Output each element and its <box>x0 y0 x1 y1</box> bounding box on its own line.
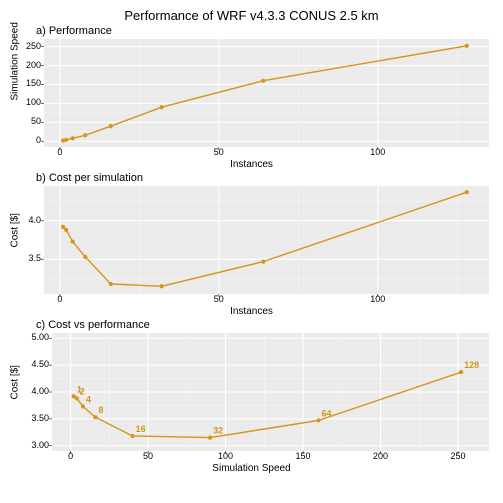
xtick-label: 100 <box>370 147 385 157</box>
panel-c-yticks: 3.00 3.50 4.00 4.50 5.00 <box>22 333 52 451</box>
figure-main-title: Performance of WRF v4.3.3 CONUS 2.5 km <box>8 8 495 23</box>
xtick-label: 250 <box>450 451 465 461</box>
panel-a: a) Performance Simulation Speed 0 50 100 15… <box>8 25 495 170</box>
panel-a-yticks: 0 50 100 150 200 250 <box>22 39 44 147</box>
panel-c: c) Cost vs performance Cost [$] 3.00 3.50… <box>8 319 495 474</box>
ytick-label: 150 <box>26 78 41 88</box>
panel-c-xlabel: Simulation Speed <box>8 463 495 474</box>
panel-a-title: a) Performance <box>36 25 495 37</box>
panel-c-svg: 1248163264128 <box>52 333 489 451</box>
panel-b: b) Cost per simulation Cost [$] 3.5 4.0 0… <box>8 172 495 317</box>
panel-a-xticks: 0 50 100 <box>44 147 489 159</box>
svg-text:64: 64 <box>322 408 332 418</box>
svg-text:4: 4 <box>86 394 91 404</box>
ytick-label: 3.00 <box>31 440 49 450</box>
xtick-label: 0 <box>57 294 62 304</box>
panel-b-yticks: 3.5 4.0 <box>22 186 44 294</box>
svg-text:32: 32 <box>213 426 223 436</box>
figure-container: Performance of WRF v4.3.3 CONUS 2.5 km a… <box>0 0 503 480</box>
ytick-label: 3.50 <box>31 413 49 423</box>
panel-b-xlabel: Instances <box>8 306 495 317</box>
panel-c-ylabel: Cost [$] <box>10 385 21 399</box>
xtick-label: 0 <box>68 451 73 461</box>
svg-text:16: 16 <box>136 424 146 434</box>
ytick-label: 250 <box>26 41 41 51</box>
ytick-label: 5.00 <box>31 332 49 342</box>
xtick-label: 50 <box>214 294 224 304</box>
panel-c-xticks: 0 50 100 150 200 250 <box>52 451 489 463</box>
panel-c-plot-area: 1248163264128 <box>52 333 495 451</box>
svg-text:128: 128 <box>464 360 479 370</box>
ytick-label: 100 <box>26 97 41 107</box>
xtick-label: 100 <box>370 294 385 304</box>
panel-a-svg <box>44 39 489 147</box>
ytick-label: 4.0 <box>28 215 41 225</box>
ytick-label: 200 <box>26 60 41 70</box>
ytick-label: 50 <box>31 116 41 126</box>
xtick-label: 50 <box>143 451 153 461</box>
xtick-label: 150 <box>296 451 311 461</box>
ytick-label: 4.50 <box>31 359 49 369</box>
panel-a-ylabel: Simulation Speed <box>10 86 21 100</box>
ytick-label: 3.5 <box>28 253 41 263</box>
panel-b-plot-area <box>44 186 495 294</box>
panel-b-xticks: 0 50 100 <box>44 294 489 306</box>
panel-b-ylabel: Cost [$] <box>10 233 21 247</box>
panel-b-svg <box>44 186 489 294</box>
panel-a-xlabel: Instances <box>8 159 495 170</box>
xtick-label: 200 <box>373 451 388 461</box>
svg-text:8: 8 <box>98 405 103 415</box>
ytick-label: 4.00 <box>31 386 49 396</box>
panel-c-title: c) Cost vs performance <box>36 319 495 331</box>
xtick-label: 50 <box>214 147 224 157</box>
panel-a-plot-area <box>44 39 495 147</box>
svg-text:2: 2 <box>80 386 85 396</box>
panel-b-title: b) Cost per simulation <box>36 172 495 184</box>
xtick-label: 100 <box>218 451 233 461</box>
ytick-label: 0 <box>36 135 41 145</box>
xtick-label: 0 <box>57 147 62 157</box>
